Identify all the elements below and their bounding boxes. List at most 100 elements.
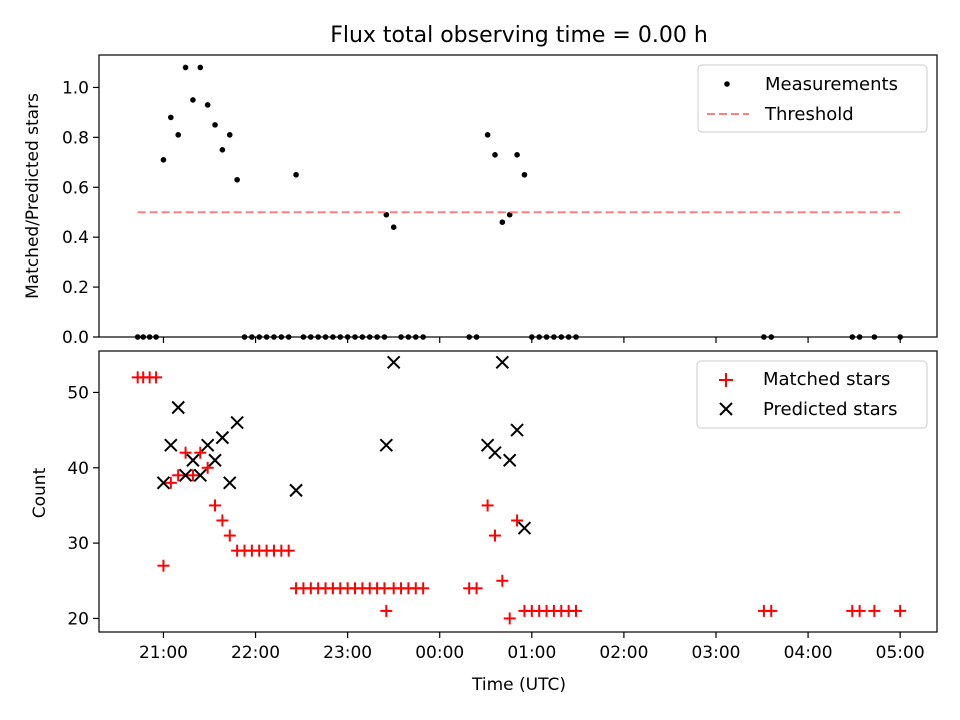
- measurement-point: [219, 147, 226, 153]
- measurement-point: [383, 211, 390, 218]
- measurement-point: [390, 224, 397, 230]
- matched-star-point: [503, 612, 516, 625]
- measurement-point: [226, 132, 233, 138]
- matched-star-point: [157, 559, 170, 572]
- bottom-legend-box: [696, 360, 928, 429]
- matched-star-point: [470, 582, 483, 595]
- bottom-plot-frame: [98, 350, 938, 633]
- matched-star-point: [172, 469, 185, 482]
- matched-star-point: [186, 469, 199, 482]
- x-tick-label: 05:00: [876, 643, 925, 663]
- predicted-star-point: [230, 415, 244, 430]
- matched-star-point: [223, 529, 236, 542]
- predicted-star-point: [503, 453, 517, 467]
- bottom-panel: Count Time (UTC) 20 30 40 50 21:00 22:00 23:0…: [30, 350, 938, 695]
- predicted-star-point: [208, 453, 222, 467]
- matched-star-point: [417, 582, 430, 595]
- measurement-point: [212, 122, 218, 128]
- bottom-y-tick-label: 50: [67, 383, 89, 403]
- matched-star-point: [570, 604, 583, 617]
- top-y-tick-label: 0.6: [62, 178, 89, 198]
- x-tick-label: 02:00: [599, 643, 648, 663]
- legend-matched-marker: [719, 373, 733, 387]
- predicted-star-point: [171, 400, 185, 415]
- top-legend-box: [697, 64, 928, 133]
- matched-star-point: [164, 476, 177, 489]
- matched-star-point: [380, 604, 393, 617]
- top-y-tick-label: 1.0: [62, 78, 89, 98]
- measurement-point: [484, 132, 491, 138]
- predicted-star-point: [488, 445, 502, 460]
- matched-star-point: [853, 604, 866, 617]
- predicted-star-point: [193, 468, 208, 483]
- measurement-point: [234, 176, 240, 183]
- matched-star-point: [209, 499, 222, 512]
- matched-star-point: [496, 574, 509, 587]
- bottom-x-axis-label: Time (UTC): [471, 675, 566, 695]
- predicted-star-point: [223, 476, 237, 490]
- matched-star-point: [894, 604, 907, 617]
- x-tick-label: 23:00: [323, 643, 372, 663]
- matched-star-point: [282, 544, 295, 557]
- matched-star-point: [150, 371, 163, 384]
- predicted-star-point: [495, 355, 510, 370]
- bottom-y-tick-label: 30: [67, 534, 89, 554]
- measurement-point: [182, 64, 189, 71]
- top-y-tick-label: 0.2: [62, 278, 89, 298]
- measurement-point: [499, 219, 506, 226]
- matched-star-point: [511, 514, 524, 527]
- measurement-point: [190, 97, 196, 103]
- bottom-y-tick-label: 20: [67, 609, 89, 629]
- matched-star-point: [201, 461, 214, 474]
- bottom-x-ticks: 21:00 22:00 23:00 00:00 01:00 02:00 03:00 04:00…: [139, 632, 925, 663]
- top-plot-frame: [98, 54, 938, 338]
- top-y-axis-label: Matched/Predicted stars: [23, 93, 43, 299]
- measurement-point: [197, 64, 204, 71]
- measurement-point: [160, 157, 167, 163]
- chart-title: Flux total observing time = 0.00 h: [330, 23, 708, 48]
- predicted-star-point: [186, 453, 200, 467]
- predicted-star-point: [164, 438, 178, 452]
- legend-predicted-marker: [719, 402, 733, 416]
- predicted-star-point: [178, 468, 193, 483]
- top-y-tick-label: 0.8: [62, 128, 89, 148]
- legend-measurements-marker: [724, 81, 730, 87]
- x-tick-label: 00:00: [415, 643, 464, 663]
- legend-predicted-label: Predicted stars: [763, 399, 897, 420]
- matched-star-point: [216, 514, 229, 527]
- measurement-point: [175, 132, 181, 138]
- legend-matched-label: Matched stars: [763, 369, 890, 390]
- bottom-y-tick-label: 40: [67, 459, 89, 479]
- matched-star-point: [194, 446, 207, 459]
- matched-star-point: [488, 529, 501, 542]
- bottom-legend: Matched stars Predicted stars: [696, 360, 928, 429]
- x-tick-label: 03:00: [691, 643, 740, 663]
- legend-measurements-label: Measurements: [765, 74, 898, 95]
- bottom-y-ticks: 20 30 40 50: [67, 383, 99, 629]
- x-tick-label: 04:00: [784, 643, 833, 663]
- predicted-star-point: [386, 355, 401, 370]
- matched-star-point: [765, 604, 778, 617]
- bottom-series: [131, 355, 907, 625]
- legend-threshold-label: Threshold: [764, 104, 854, 125]
- predicted-star-point: [289, 483, 303, 498]
- predicted-star-point: [200, 438, 215, 452]
- measurement-point: [521, 171, 528, 178]
- predicted-star-point: [517, 521, 532, 535]
- measurement-point: [168, 114, 174, 121]
- matched-star-point: [481, 499, 494, 512]
- bottom-y-axis-label: Count: [30, 467, 50, 518]
- measurement-point: [293, 171, 299, 178]
- matched-star-point: [179, 446, 192, 459]
- predicted-star-point: [215, 430, 230, 445]
- predicted-star-point: [379, 438, 394, 452]
- x-tick-label: 22:00: [231, 643, 280, 663]
- top-y-tick-label: 0.4: [62, 228, 89, 248]
- top-legend: Measurements Threshold: [697, 64, 928, 133]
- top-panel: Matched/Predicted stars 0.0 0.2 0.4 0.6 0.8 1…: [23, 54, 938, 348]
- x-tick-label: 01:00: [507, 643, 556, 663]
- predicted-star-point: [156, 476, 171, 490]
- measurement-point: [514, 152, 520, 158]
- measurement-point: [492, 152, 498, 158]
